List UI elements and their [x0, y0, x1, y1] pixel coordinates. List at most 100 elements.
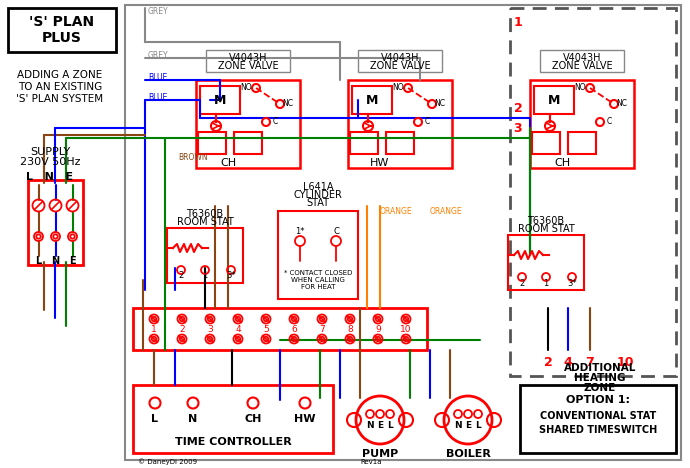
Text: C: C — [424, 117, 430, 126]
Bar — [167, 228, 243, 283]
Text: NO: NO — [392, 83, 404, 93]
Text: ORANGE: ORANGE — [430, 207, 462, 217]
Text: 'S' PLAN SYSTEM: 'S' PLAN SYSTEM — [17, 94, 104, 104]
Bar — [358, 50, 442, 72]
Bar — [28, 180, 83, 264]
Text: CH: CH — [220, 158, 236, 168]
Bar — [520, 385, 676, 453]
Text: L: L — [475, 421, 481, 430]
Text: NC: NC — [616, 100, 627, 109]
Text: V4043H: V4043H — [381, 53, 420, 63]
Text: PUMP: PUMP — [362, 449, 398, 459]
Text: TO AN EXISTING: TO AN EXISTING — [18, 82, 102, 92]
Text: M: M — [548, 94, 560, 107]
Text: E: E — [465, 421, 471, 430]
Text: L: L — [387, 421, 393, 430]
Bar — [568, 132, 596, 154]
Text: BLUE: BLUE — [148, 73, 167, 81]
Bar — [386, 132, 414, 154]
Bar — [206, 50, 290, 72]
Text: 10: 10 — [616, 356, 633, 368]
Bar — [508, 235, 584, 290]
Bar — [8, 8, 116, 52]
Bar — [348, 80, 452, 168]
Text: 3*: 3* — [226, 271, 236, 280]
Text: FOR HEAT: FOR HEAT — [301, 284, 335, 290]
Text: C: C — [333, 227, 339, 235]
Text: ZONE: ZONE — [584, 383, 616, 393]
Text: 230V 50Hz: 230V 50Hz — [20, 157, 80, 167]
Bar — [125, 5, 681, 460]
Text: NC: NC — [282, 100, 293, 109]
Text: ADDING A ZONE: ADDING A ZONE — [17, 70, 103, 80]
Text: 1: 1 — [513, 15, 522, 29]
Text: 'S' PLAN: 'S' PLAN — [30, 15, 95, 29]
Text: SHARED TIMESWITCH: SHARED TIMESWITCH — [539, 425, 657, 435]
Bar — [278, 211, 358, 299]
Bar — [350, 132, 378, 154]
Text: GREY: GREY — [148, 51, 168, 59]
Text: SUPPLY: SUPPLY — [30, 147, 70, 157]
Text: M: M — [366, 94, 378, 107]
Bar — [133, 308, 427, 350]
Text: 7: 7 — [319, 324, 325, 334]
Text: CONVENTIONAL STAT: CONVENTIONAL STAT — [540, 411, 656, 421]
Text: 2: 2 — [179, 271, 184, 280]
Text: ROOM STAT: ROOM STAT — [177, 217, 233, 227]
Text: * CONTACT CLOSED: * CONTACT CLOSED — [284, 270, 352, 276]
Text: V4043H: V4043H — [229, 53, 267, 63]
Text: 2: 2 — [520, 278, 524, 287]
Text: ZONE VALVE: ZONE VALVE — [217, 61, 278, 71]
Text: WHEN CALLING: WHEN CALLING — [291, 277, 345, 283]
Text: GREY: GREY — [148, 7, 168, 16]
Text: CYLINDER: CYLINDER — [293, 190, 342, 200]
Bar — [200, 86, 240, 114]
Text: N: N — [366, 421, 374, 430]
Text: 2: 2 — [513, 102, 522, 115]
Text: NO: NO — [574, 83, 586, 93]
Bar — [133, 385, 333, 453]
Text: V4043H: V4043H — [563, 53, 601, 63]
Text: HW: HW — [371, 158, 390, 168]
Text: M: M — [214, 94, 226, 107]
Text: BOILER: BOILER — [446, 449, 491, 459]
Text: HW: HW — [294, 414, 316, 424]
Text: E: E — [69, 256, 76, 265]
Text: N: N — [52, 256, 59, 265]
Text: 6: 6 — [291, 324, 297, 334]
Bar — [510, 8, 676, 376]
Bar — [534, 86, 574, 114]
Text: 5: 5 — [263, 324, 269, 334]
Text: TIME CONTROLLER: TIME CONTROLLER — [175, 437, 291, 447]
Text: 3: 3 — [207, 324, 213, 334]
Text: E: E — [377, 421, 383, 430]
Text: 7: 7 — [586, 356, 594, 368]
Text: OPTION 1:: OPTION 1: — [566, 395, 630, 405]
Text: L   N   E: L N E — [26, 172, 74, 182]
Text: ROOM STAT: ROOM STAT — [518, 224, 574, 234]
Text: 1: 1 — [151, 324, 157, 334]
Text: 4: 4 — [564, 356, 573, 368]
Text: NC: NC — [435, 100, 446, 109]
Text: L: L — [35, 256, 41, 265]
Text: ZONE VALVE: ZONE VALVE — [370, 61, 431, 71]
Text: T6360B: T6360B — [527, 216, 564, 226]
Text: ADDITIONAL: ADDITIONAL — [564, 363, 636, 373]
Text: STAT: STAT — [306, 198, 330, 208]
Text: 1: 1 — [202, 271, 208, 280]
Text: 3: 3 — [513, 122, 522, 134]
Bar — [530, 80, 634, 168]
Text: Rev1a: Rev1a — [360, 459, 382, 465]
Text: N: N — [454, 421, 462, 430]
Text: © DaneyDi 2009: © DaneyDi 2009 — [138, 459, 197, 465]
Text: BROWN: BROWN — [178, 154, 208, 162]
Text: NO: NO — [240, 83, 252, 93]
Bar — [352, 86, 392, 114]
Bar — [540, 50, 624, 72]
Text: ZONE VALVE: ZONE VALVE — [552, 61, 612, 71]
Text: BLUE: BLUE — [148, 93, 167, 102]
Bar — [532, 132, 560, 154]
Text: PLUS: PLUS — [42, 31, 82, 45]
Text: 9: 9 — [375, 324, 381, 334]
Text: T6360B: T6360B — [186, 209, 224, 219]
